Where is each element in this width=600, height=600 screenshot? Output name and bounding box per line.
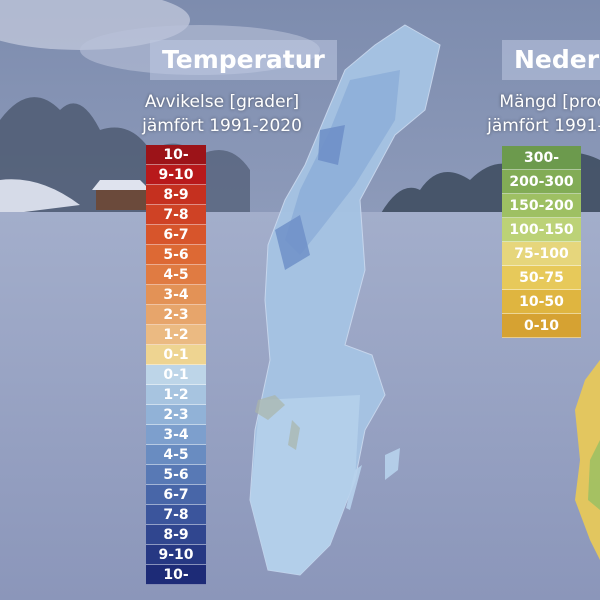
precipitation-legend-item: 50-75 <box>502 266 581 290</box>
precipitation-legend-item: 100-150 <box>502 218 581 242</box>
precipitation-title: Nederbörd <box>502 40 600 80</box>
temperature-legend-item: 7-8 <box>146 505 206 525</box>
precipitation-legend-item: 75-100 <box>502 242 581 266</box>
temperature-legend-item: 9-10 <box>146 545 206 565</box>
temperature-legend-item: 4-5 <box>146 445 206 465</box>
temperature-legend-item: 3-4 <box>146 285 206 305</box>
temperature-legend-item: 10- <box>146 565 206 585</box>
temperature-legend: 10- 9-10 8-9 7-8 6-7 5-6 4-5 3-4 2-3 1-2 0-1 0-1 1-2… <box>146 145 206 585</box>
precipitation-legend-item: 300- <box>502 146 581 170</box>
temperature-legend-item: 5-6 <box>146 465 206 485</box>
temperature-legend-item: 0-1 <box>146 345 206 365</box>
temperature-subtitle-line2: jämfört 1991-2020 <box>142 116 302 136</box>
oland-island <box>346 465 362 510</box>
temperature-legend-item: 1-2 <box>146 385 206 405</box>
temperature-legend-item: 4-5 <box>146 265 206 285</box>
temperature-legend-item: 2-3 <box>146 305 206 325</box>
temperature-legend-item: 9-10 <box>146 165 206 185</box>
temperature-legend-item: 0-1 <box>146 365 206 385</box>
precipitation-legend-item: 150-200 <box>502 194 581 218</box>
temperature-legend-item: 8-9 <box>146 525 206 545</box>
precipitation-subtitle-line1: Mängd [procent] <box>499 92 600 112</box>
temperature-title: Temperatur <box>150 40 337 80</box>
temperature-legend-item: 10- <box>146 145 206 165</box>
precipitation-subtitle-line2: jämfört 1991-2020 <box>487 116 600 136</box>
temperature-legend-item: 6-7 <box>146 225 206 245</box>
temperature-legend-item: 5-6 <box>146 245 206 265</box>
temperature-legend-item: 6-7 <box>146 485 206 505</box>
temperature-legend-item: 7-8 <box>146 205 206 225</box>
gotland-island <box>385 448 400 480</box>
precipitation-legend: 300- 200-300 150-200 100-150 75-100 50-75 10-5… <box>502 146 581 338</box>
precipitation-legend-item: 0-10 <box>502 314 581 338</box>
temperature-legend-item: 1-2 <box>146 325 206 345</box>
temperature-subtitle-line1: Avvikelse [grader] <box>144 92 300 112</box>
temperature-legend-item: 2-3 <box>146 405 206 425</box>
temperature-legend-item: 3-4 <box>146 425 206 445</box>
precipitation-legend-item: 10-50 <box>502 290 581 314</box>
precipitation-legend-item: 200-300 <box>502 170 581 194</box>
temperature-legend-item: 8-9 <box>146 185 206 205</box>
